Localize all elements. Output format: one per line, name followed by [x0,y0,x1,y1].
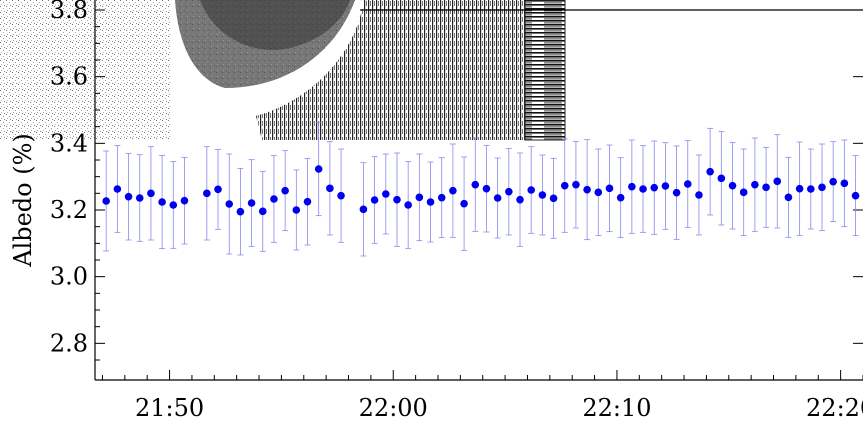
data-point [404,201,412,209]
data-point [795,184,804,193]
data-point [135,194,144,202]
data-point [460,199,468,208]
data-point [258,207,267,216]
data-point [650,183,659,192]
data-point [113,185,122,193]
data-point [672,188,681,197]
data-point [370,196,379,204]
data-point [683,180,692,188]
data-point [807,185,815,193]
y-tick-label: 2.8 [50,329,88,357]
data-point [326,184,334,193]
data-point [516,195,524,204]
x-tick-label: 22:00 [359,394,428,422]
data-point [270,195,278,203]
data-point [840,179,849,188]
data-point [505,187,513,196]
data-point [527,186,535,194]
y-tick-label: 3.2 [50,196,88,224]
data-point [594,188,603,197]
data-point [762,183,770,192]
data-point [169,201,178,209]
data-point [616,193,625,202]
data-point [784,193,793,202]
data-point [381,190,390,198]
data-point [393,195,401,204]
data-point [236,207,245,216]
data-point [359,205,368,214]
y-axis: 2.8 3.0 3.2 3.4 3.6 3.8 [50,0,863,361]
data-point [560,181,569,190]
data-point [628,182,636,191]
plot-frame [94,0,863,381]
y-tick-label: 3.8 [50,0,88,24]
data-point [437,193,446,202]
data-point [303,197,312,206]
data-point [415,193,424,202]
y-tick-label: 3.0 [50,263,88,291]
lunar-inset-image [0,0,566,141]
data-point [314,165,323,173]
data-point [728,181,737,190]
data-point [214,185,222,194]
data-point [639,185,647,193]
data-point [549,194,558,203]
data-point [281,186,289,195]
data-point [203,189,211,198]
x-tick-label: 22:10 [582,394,651,422]
data-point [818,183,826,192]
data-point [247,199,256,207]
data-series [102,121,860,257]
data-point [583,185,591,194]
x-axis: 21:50 22:00 22:10 22:20 [101,370,863,422]
data-point [225,200,234,208]
data-point [773,177,782,186]
data-point [661,182,670,190]
x-tick-label: 22:20 [806,394,863,422]
data-point [851,191,860,200]
data-point [605,184,614,193]
data-point [717,174,726,183]
data-point [147,189,155,198]
data-point [124,192,133,201]
x-tick-label: 21:50 [135,394,204,422]
data-point [180,196,189,205]
data-point [426,198,435,206]
data-point [829,177,837,186]
y-tick-label: 3.4 [50,129,88,157]
data-point [695,191,703,199]
data-point [102,197,110,205]
data-point [449,186,457,195]
data-point [493,194,502,202]
y-axis-title: Albedo (%) [9,133,37,268]
data-point [337,191,345,200]
data-point [572,180,580,189]
data-point [158,198,166,206]
data-point [471,180,480,189]
data-point [292,206,301,214]
data-point [538,191,547,199]
data-point [482,184,491,193]
data-point [739,188,748,197]
data-point [751,180,759,189]
data-point [706,167,714,176]
y-tick-label: 3.6 [50,63,88,91]
